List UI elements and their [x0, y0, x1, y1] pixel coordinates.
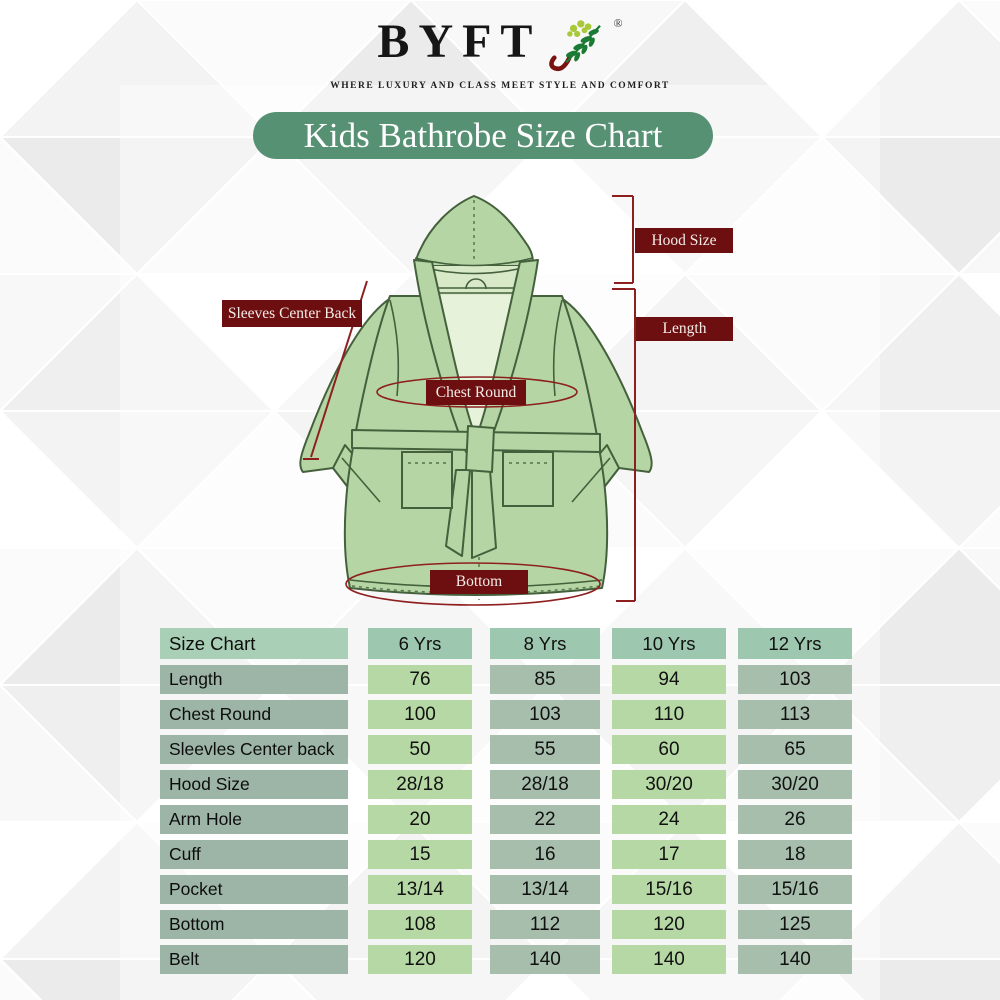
- header-cell-8-yrs: 8 Yrs: [490, 628, 600, 659]
- row-label-length: Length: [160, 665, 348, 694]
- table-row-belt: Belt 120 140 140 140: [160, 945, 852, 974]
- cell-pocket-6-yrs: 13/14: [368, 875, 472, 904]
- cell-hood-size-8-yrs: 28/18: [490, 770, 600, 799]
- cell-pocket-10-yrs: 15/16: [612, 875, 726, 904]
- cell-sleevles-center-back-8-yrs: 55: [490, 735, 600, 764]
- cell-hood-size-6-yrs: 28/18: [368, 770, 472, 799]
- cell-cuff-12-yrs: 18: [738, 840, 852, 869]
- cell-sleevles-center-back-10-yrs: 60: [612, 735, 726, 764]
- cell-arm-hole-8-yrs: 22: [490, 805, 600, 834]
- chest-round-tag: Chest Round: [426, 380, 526, 405]
- table-row-cuff: Cuff 15 16 17 18: [160, 840, 852, 869]
- cell-chest-round-6-yrs: 100: [368, 700, 472, 729]
- row-label-belt: Belt: [160, 945, 348, 974]
- cell-length-6-yrs: 76: [368, 665, 472, 694]
- cell-sleevles-center-back-12-yrs: 65: [738, 735, 852, 764]
- table-row-hood-size: Hood Size 28/18 28/18 30/20 30/20: [160, 770, 852, 799]
- length-tag: Length: [636, 317, 733, 341]
- size-table: Size Chart 6 Yrs 8 Yrs 10 Yrs 12 Yrs Length 76…: [160, 628, 852, 980]
- brand-tagline: WHERE LUXURY AND CLASS MEET STYLE AND CO…: [330, 81, 670, 91]
- table-row-chest-round: Chest Round 100 103 110 113: [160, 700, 852, 729]
- header-cell-6-yrs: 6 Yrs: [368, 628, 472, 659]
- row-label-pocket: Pocket: [160, 875, 348, 904]
- row-label-hood-size: Hood Size: [160, 770, 348, 799]
- cell-pocket-12-yrs: 15/16: [738, 875, 852, 904]
- cell-cuff-8-yrs: 16: [490, 840, 600, 869]
- cell-bottom-8-yrs: 112: [490, 910, 600, 939]
- brand-logo-text: BYFT: [377, 15, 542, 68]
- header-cell-size-chart: Size Chart: [160, 628, 348, 659]
- cell-pocket-8-yrs: 13/14: [490, 875, 600, 904]
- hood-size-tag: Hood Size: [635, 228, 733, 253]
- brand-header: BYFT: [0, 15, 1000, 91]
- cell-sleevles-center-back-6-yrs: 50: [368, 735, 472, 764]
- cell-length-12-yrs: 103: [738, 665, 852, 694]
- cell-bottom-10-yrs: 120: [612, 910, 726, 939]
- row-label-bottom: Bottom: [160, 910, 348, 939]
- cell-bottom-12-yrs: 125: [738, 910, 852, 939]
- cell-chest-round-12-yrs: 113: [738, 700, 852, 729]
- row-label-sleevles-center-back: Sleevles Center back: [160, 735, 348, 764]
- cell-chest-round-10-yrs: 110: [612, 700, 726, 729]
- row-label-arm-hole: Arm Hole: [160, 805, 348, 834]
- cell-hood-size-10-yrs: 30/20: [612, 770, 726, 799]
- row-label-cuff: Cuff: [160, 840, 348, 869]
- cell-belt-6-yrs: 120: [368, 945, 472, 974]
- cell-belt-12-yrs: 140: [738, 945, 852, 974]
- cell-cuff-10-yrs: 17: [612, 840, 726, 869]
- cell-hood-size-12-yrs: 30/20: [738, 770, 852, 799]
- cell-cuff-6-yrs: 15: [368, 840, 472, 869]
- cell-arm-hole-6-yrs: 20: [368, 805, 472, 834]
- cell-arm-hole-10-yrs: 24: [612, 805, 726, 834]
- page-title: Kids Bathrobe Size Chart: [253, 112, 713, 159]
- table-row-length: Length 76 85 94 103: [160, 665, 852, 694]
- row-label-chest-round: Chest Round: [160, 700, 348, 729]
- cell-arm-hole-12-yrs: 26: [738, 805, 852, 834]
- registered-mark: ®: [613, 16, 623, 30]
- cell-length-10-yrs: 94: [612, 665, 726, 694]
- cell-chest-round-8-yrs: 103: [490, 700, 600, 729]
- sleeves-center-back-tag: Sleeves Center Back: [222, 300, 362, 327]
- table-row-pocket: Pocket 13/14 13/14 15/16 15/16: [160, 875, 852, 904]
- cell-belt-10-yrs: 140: [612, 945, 726, 974]
- cell-bottom-6-yrs: 108: [368, 910, 472, 939]
- leaf-logo-icon: [547, 16, 611, 72]
- table-row-sleevles-center-back: Sleevles Center back 50 55 60 65: [160, 735, 852, 764]
- table-row-arm-hole: Arm Hole 20 22 24 26: [160, 805, 852, 834]
- cell-length-8-yrs: 85: [490, 665, 600, 694]
- header-cell-12-yrs: 12 Yrs: [738, 628, 852, 659]
- cell-belt-8-yrs: 140: [490, 945, 600, 974]
- bottom-tag: Bottom: [430, 570, 528, 594]
- table-row-bottom: Bottom 108 112 120 125: [160, 910, 852, 939]
- header-cell-10-yrs: 10 Yrs: [612, 628, 726, 659]
- table-header-row: Size Chart 6 Yrs 8 Yrs 10 Yrs 12 Yrs: [160, 628, 852, 659]
